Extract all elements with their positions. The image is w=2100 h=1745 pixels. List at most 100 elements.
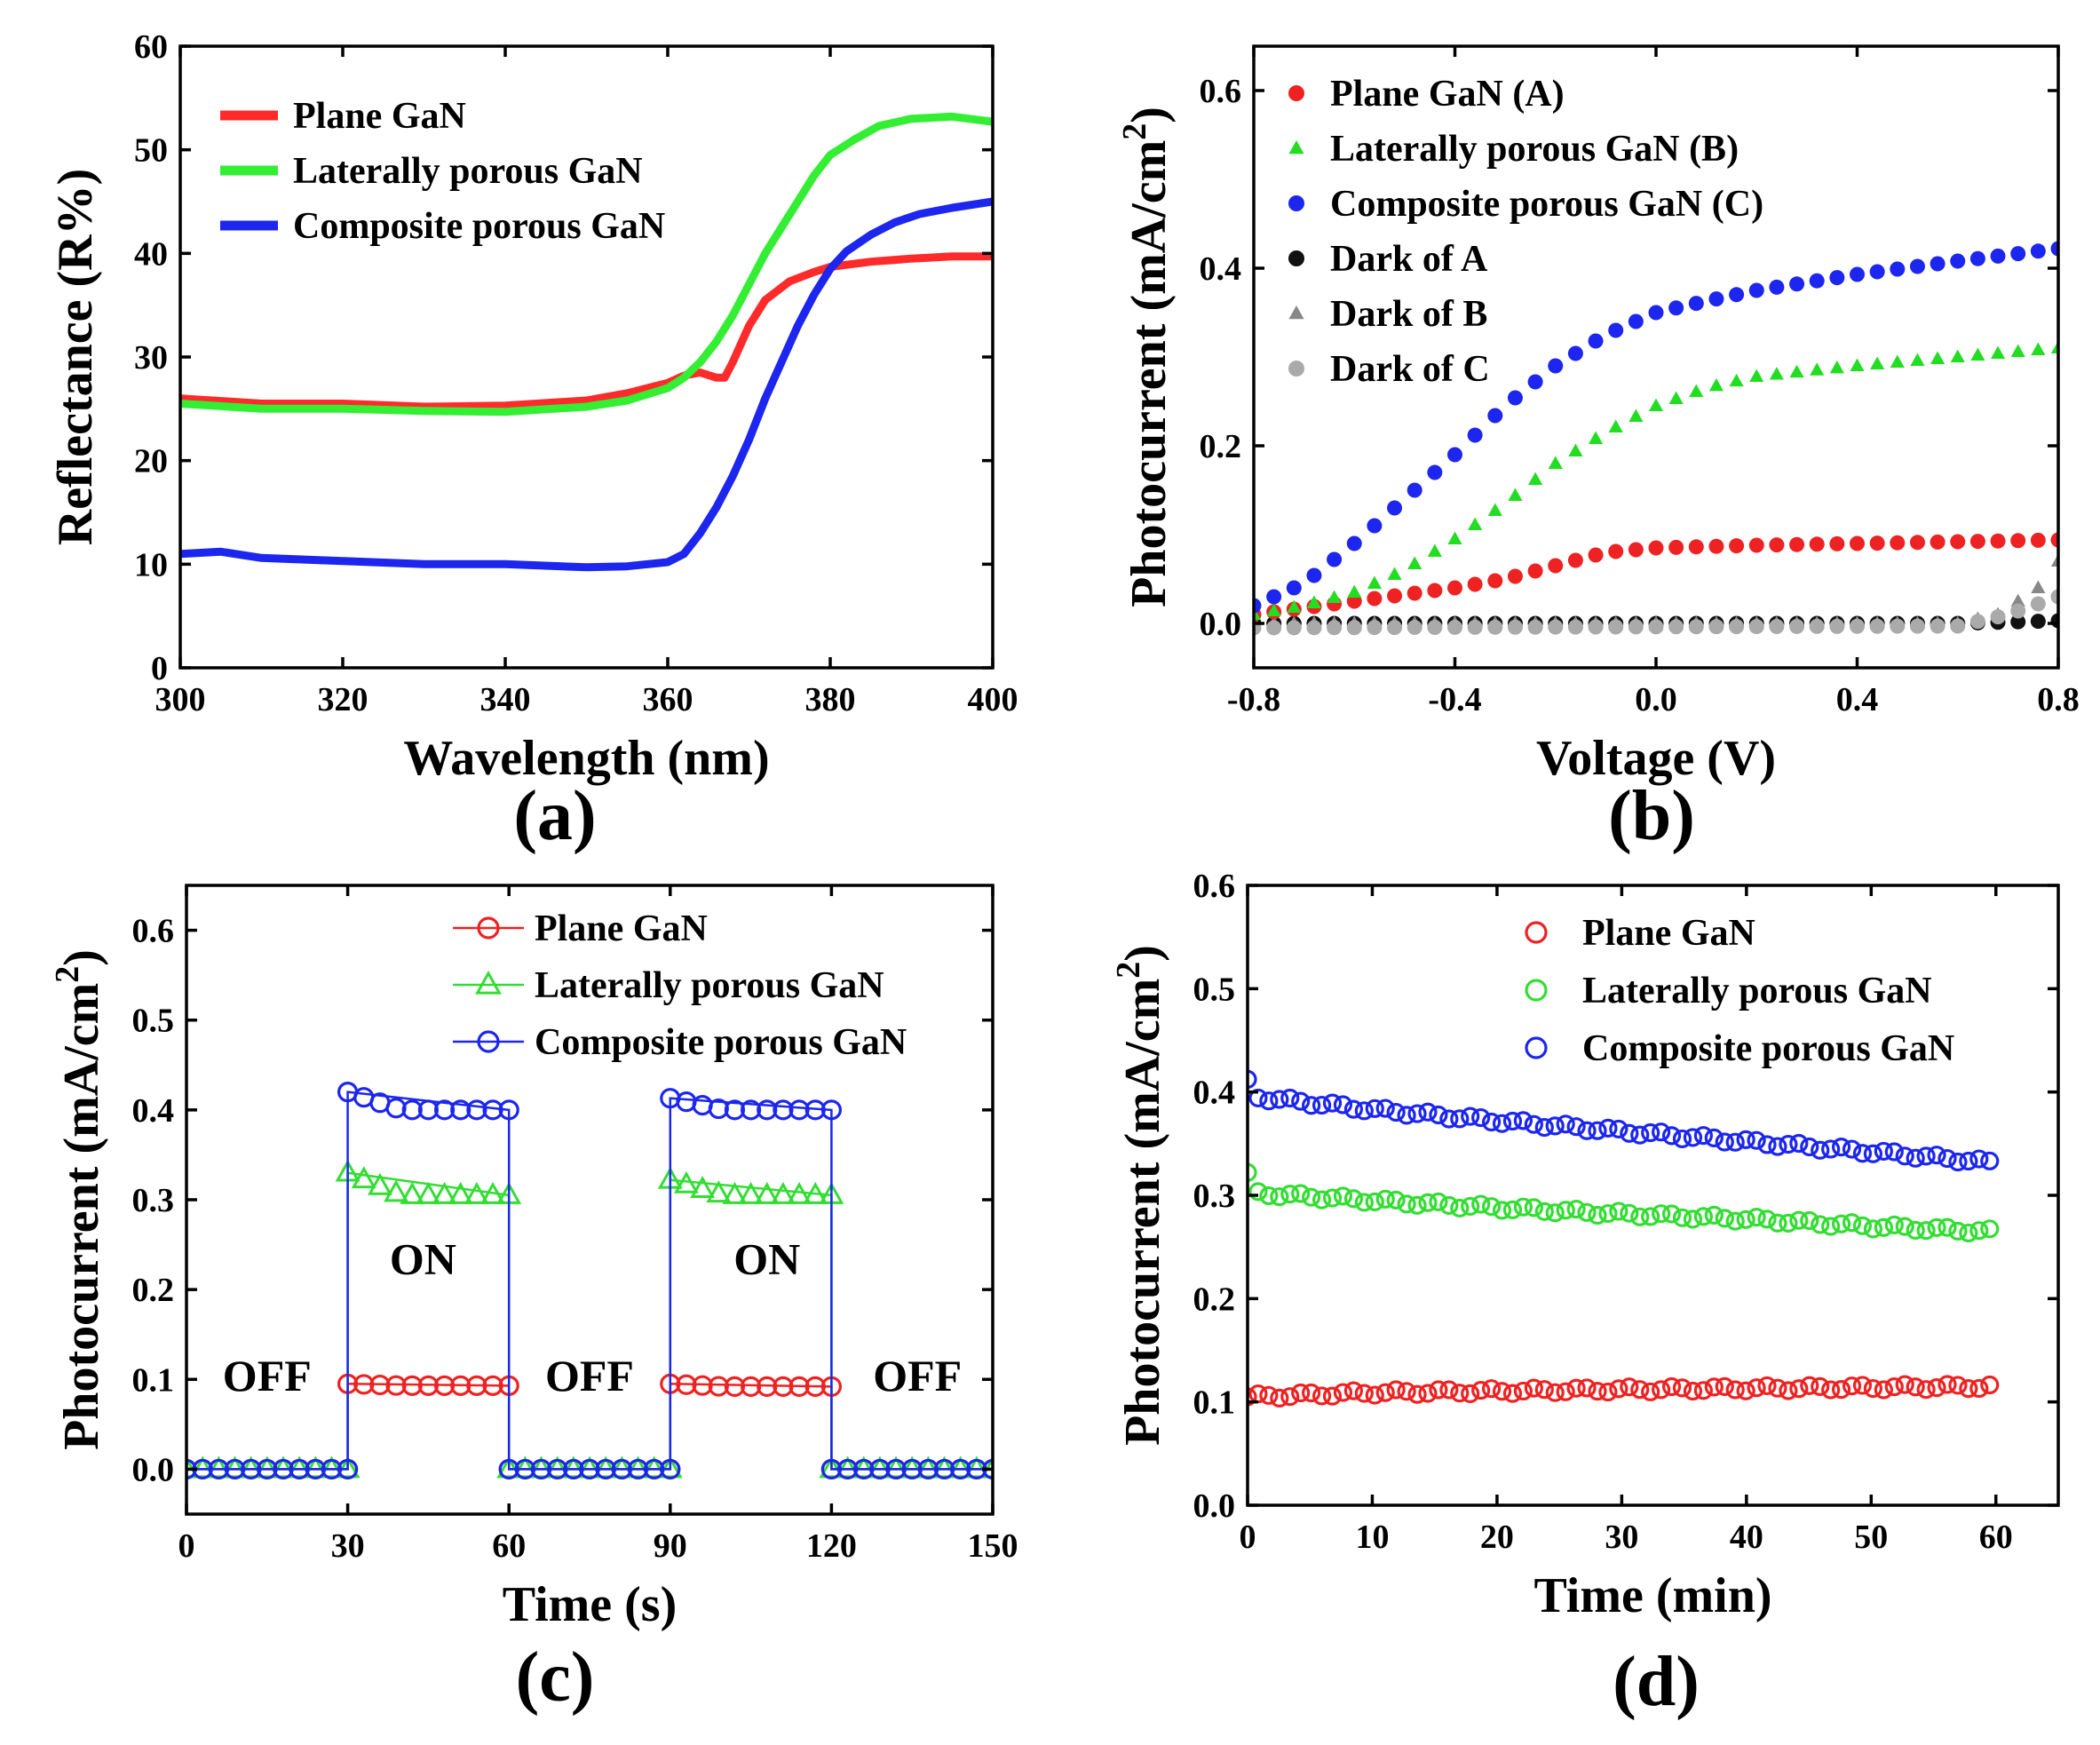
x-axis-label: Voltage (V) <box>1536 731 1776 786</box>
data-point <box>417 1099 439 1121</box>
y-tick-label: 0.6 <box>132 913 175 950</box>
data-point <box>1567 619 1583 635</box>
data-point <box>1291 1383 1311 1403</box>
data-point <box>1990 609 2006 625</box>
data-point <box>1748 537 1764 553</box>
data-point <box>1346 535 1362 551</box>
y-tick-label: 0.6 <box>1200 73 1242 110</box>
x-axis-label: Time (min) <box>1533 1568 1771 1623</box>
data-point <box>1725 1132 1745 1152</box>
y-tick-label: 0.6 <box>1193 868 1236 905</box>
data-point <box>1418 1384 1438 1403</box>
plot-area <box>186 1082 993 1480</box>
data-point <box>1708 538 1724 554</box>
data-point <box>1757 1135 1777 1154</box>
data-point <box>369 1374 391 1396</box>
data-point <box>1248 1088 1268 1108</box>
y-tick-label: 40 <box>134 235 168 273</box>
legend-label: Laterally porous GaN <box>535 965 884 1006</box>
data-point <box>224 1458 246 1480</box>
data-point <box>773 1376 794 1397</box>
data-point <box>1661 1376 1682 1397</box>
data-point <box>1769 367 1784 380</box>
legend-swatch-marker <box>477 1030 500 1053</box>
data-point <box>579 1458 600 1480</box>
legend: Plane GaN Laterally porous GaN Composite p… <box>453 908 907 1063</box>
y-axis-label: Photocurrent (mA/cm2) <box>1110 945 1170 1446</box>
data-point <box>1387 567 1402 580</box>
data-point <box>2031 580 2046 593</box>
data-point <box>1588 431 1604 444</box>
x-tick-label: 40 <box>1730 1519 1763 1556</box>
data-point <box>1821 1139 1841 1159</box>
data-point <box>1628 313 1644 329</box>
legend-swatch-marker <box>1288 250 1304 266</box>
data-point <box>1588 1205 1607 1225</box>
legend-swatch-marker <box>477 916 500 940</box>
data-point <box>1502 1200 1523 1220</box>
data-point <box>1969 614 1985 630</box>
data-point <box>1343 1099 1363 1119</box>
data-point <box>1527 563 1543 579</box>
data-point <box>1747 1208 1766 1227</box>
panel-d-stability-chart: 0 10 20 30 40 50 60 0.0 0.1 0.2 0.3 0.4 0.5 0.6 Time (… <box>1110 868 2060 1721</box>
data-point <box>1969 1221 1989 1241</box>
x-tick-label: 360 <box>643 681 693 718</box>
legend-label: Dark of A <box>1330 239 1488 280</box>
data-point <box>1492 1382 1512 1401</box>
data-point <box>1693 1381 1713 1400</box>
legend-swatch-marker <box>1525 979 1548 1002</box>
data-point <box>1980 1375 2000 1395</box>
data-point <box>1641 1207 1660 1226</box>
data-point <box>917 1458 939 1480</box>
data-point <box>1810 362 1825 376</box>
data-point <box>1322 1386 1343 1406</box>
data-point <box>1418 1102 1438 1122</box>
legend-item: Composite porous GaN (C) <box>1288 184 1763 225</box>
data-point <box>1789 618 1805 634</box>
x-axis-label: Time (s) <box>503 1577 678 1632</box>
data-point <box>1736 1381 1755 1400</box>
data-point <box>1608 322 1624 338</box>
series-markers-3 <box>1254 241 2058 614</box>
data-point <box>1375 1189 1395 1209</box>
data-point <box>466 1375 487 1396</box>
data-point <box>1502 1384 1523 1403</box>
x-tick-label: 0.0 <box>1635 681 1677 718</box>
data-point <box>1852 1376 1873 1395</box>
data-point <box>1620 1203 1639 1223</box>
legend-item: Composite porous GaN <box>1525 1028 1954 1069</box>
panel-b-photocurrent-voltage-chart: -0.8 -0.4 0.0 0.4 0.8 0.0 0.2 0.4 0.6 Voltage (V)… <box>1116 44 2080 855</box>
data-point <box>1471 1107 1491 1128</box>
data-point <box>1884 1376 1904 1397</box>
data-point <box>1302 1096 1321 1115</box>
y-axis-label: Photocurrent (mA/cm2) <box>49 949 109 1450</box>
data-point <box>1333 1186 1353 1206</box>
data-point <box>1548 619 1564 635</box>
data-point <box>1527 619 1543 635</box>
data-point <box>1306 620 1322 636</box>
data-point <box>1461 1384 1480 1403</box>
data-point <box>1874 1218 1893 1237</box>
data-point <box>1748 619 1764 635</box>
series-line <box>186 1171 993 1471</box>
data-point <box>1811 1376 1830 1397</box>
legend-label: Composite porous GaN (C) <box>1330 184 1763 225</box>
data-point <box>1708 377 1724 392</box>
data-point <box>1648 619 1664 635</box>
data-point <box>1286 580 1302 596</box>
data-point <box>1852 1144 1873 1163</box>
data-point <box>1850 266 1865 282</box>
data-point <box>1950 253 1966 269</box>
data-point <box>724 1099 746 1121</box>
y-tick-label: 0.2 <box>132 1272 175 1309</box>
data-point <box>1556 1201 1575 1220</box>
x-tick-label: 0 <box>178 1527 195 1565</box>
data-point <box>1668 539 1684 555</box>
data-point <box>1930 256 1945 272</box>
data-point <box>1850 358 1865 371</box>
data-point <box>1270 1090 1289 1109</box>
data-point <box>1528 472 1543 485</box>
data-point <box>1447 580 1462 596</box>
data-point <box>1668 391 1684 404</box>
